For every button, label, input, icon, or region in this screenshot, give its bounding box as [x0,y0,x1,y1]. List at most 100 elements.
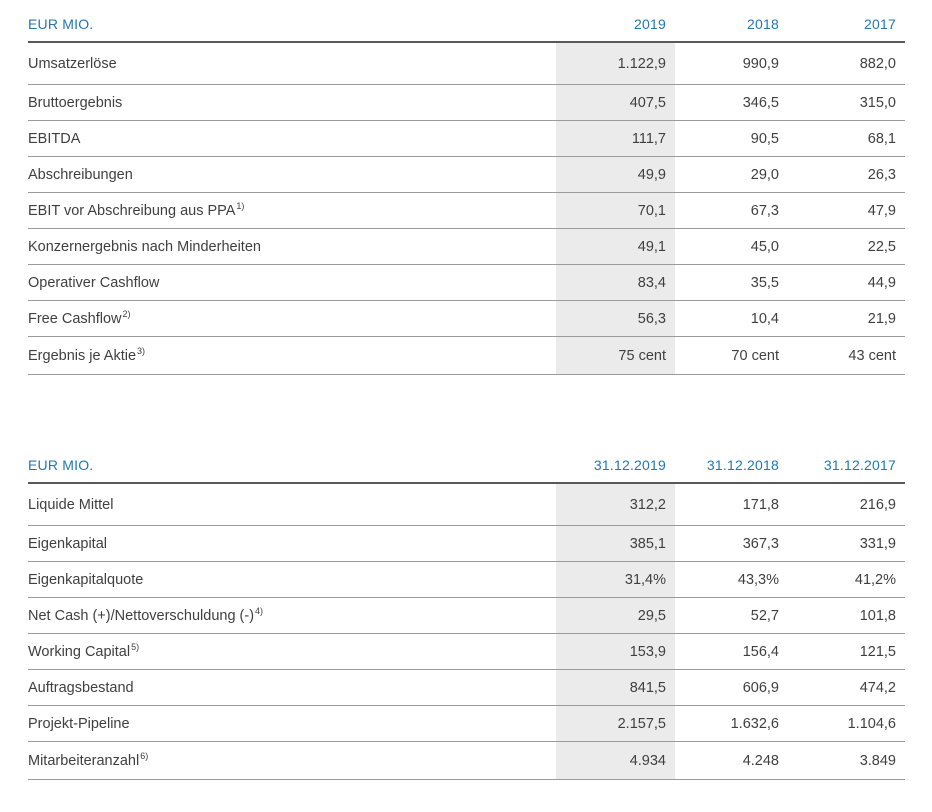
table-row: Free Cashflow 2) 56,3 10,4 21,9 [28,301,905,337]
cell-value-prior-period: 990,9 [742,55,779,72]
column-header-2018: 2018 [747,16,779,32]
column-header-2019: 2019 [634,16,666,32]
row-label: Abschreibungen [28,157,556,192]
cell-value-prior-period: 45,0 [750,238,779,255]
cell-value-prior-period: 1.632,6 [730,715,779,732]
cell-value-prior-period: 35,5 [750,274,779,291]
balance-sheet-table: EUR MIO. 31.12.2019 31.12.2018 31.12.201… [28,447,905,780]
cell-value-prior-period: 4.248 [742,752,779,769]
cell-value-prior-prior-period: 3.849 [859,752,896,769]
cell-value-current-period: 153,9 [556,634,675,669]
table-row: Ergebnis je Aktie 3) 75 cent 70 cent 43 c… [28,337,905,375]
table-header-row: EUR MIO. 31.12.2019 31.12.2018 31.12.201… [28,447,905,484]
row-label-text: Ergebnis je Aktie [28,347,137,364]
column-header-31-12-2017: 31.12.2017 [823,457,896,473]
cell-value-current-period: 70,1 [556,193,675,228]
table-row: Abschreibungen 49,9 29,0 26,3 [28,157,905,193]
cell-value-current-period: 56,3 [556,301,675,336]
table-row: Konzernergebnis nach Minderheiten 49,1 4… [28,229,905,265]
cell-value-prior-period: 10,4 [750,310,779,327]
table-body: Liquide Mittel 312,2 171,8 216,9 Eigenka… [28,484,905,780]
cell-value-prior-prior-period: 474,2 [859,679,896,696]
column-header-31-12-2019: 31.12.2019 [593,457,666,473]
cell-value-prior-prior-period: 101,8 [859,607,896,624]
row-label-text: Working Capital [28,643,131,660]
row-label: Net Cash (+)/Nettoverschuldung (-) 4) [28,606,264,624]
row-label-text: Abschreibungen [28,166,133,183]
cell-value-prior-period: 346,5 [742,94,779,111]
row-label-text: Free Cashflow [28,310,122,327]
unit-label: EUR MIO. [28,16,94,32]
row-label: Mitarbeiteranzahl 6) [28,751,149,769]
row-label-text: Umsatzerlöse [28,55,117,72]
cell-value-prior-prior-period: 331,9 [859,535,896,552]
table-row: EBIT vor Abschreibung aus PPA 1) 70,1 67,… [28,193,905,229]
table-header-row: EUR MIO. 2019 2018 2017 [28,6,905,43]
cell-value-prior-period: 29,0 [750,166,779,183]
row-label: EBIT vor Abschreibung aus PPA 1) [28,201,245,219]
table-row: Eigenkapitalquote 31,4% 43,3% 41,2% [28,562,905,598]
row-label: Konzernergebnis nach Minderheiten [28,229,556,264]
row-label: Eigenkapitalquote [28,562,556,597]
cell-value-prior-period: 70 cent [731,347,779,364]
row-label-text: Eigenkapitalquote [28,571,144,588]
row-label: Auftragsbestand [28,670,556,705]
cell-value-prior-prior-period: 44,9 [867,274,896,291]
cell-value-prior-prior-period: 121,5 [859,643,896,660]
cell-value-prior-prior-period: 43 cent [848,347,896,364]
row-label: Umsatzerlöse [28,43,556,84]
row-label-text: Auftragsbestand [28,679,134,696]
row-label: Working Capital 5) [28,642,140,660]
row-label: Free Cashflow 2) [28,309,131,327]
table-row: Working Capital 5) 153,9 156,4 121,5 [28,634,905,670]
cell-value-current-period: 49,1 [556,229,675,264]
row-label-text: Operativer Cashflow [28,274,160,291]
row-label-text: EBIT vor Abschreibung aus PPA [28,202,236,219]
cell-value-prior-period: 90,5 [750,130,779,147]
cell-value-prior-period: 67,3 [750,202,779,219]
table-row: Operativer Cashflow 83,4 35,5 44,9 [28,265,905,301]
table-row: EBITDA 111,7 90,5 68,1 [28,121,905,157]
table-row: Eigenkapital 385,1 367,3 331,9 [28,526,905,562]
cell-value-prior-period: 171,8 [742,496,779,513]
cell-value-prior-prior-period: 21,9 [867,310,896,327]
table-row: Projekt-Pipeline 2.157,5 1.632,6 1.104,6 [28,706,905,742]
unit-label: EUR MIO. [28,457,94,473]
cell-value-current-period: 111,7 [556,121,675,156]
cell-value-prior-period: 606,9 [742,679,779,696]
cell-value-current-period: 2.157,5 [556,706,675,741]
cell-value-current-period: 29,5 [556,598,675,633]
cell-value-prior-period: 367,3 [742,535,779,552]
cell-value-prior-prior-period: 315,0 [859,94,896,111]
row-label-text: Projekt-Pipeline [28,715,130,732]
cell-value-current-period: 31,4% [556,562,675,597]
cell-value-prior-prior-period: 22,5 [867,238,896,255]
cell-value-current-period: 4.934 [556,742,675,779]
cell-value-prior-period: 43,3% [737,571,779,588]
table-row: Mitarbeiteranzahl 6) 4.934 4.248 3.849 [28,742,905,780]
row-label: Ergebnis je Aktie 3) [28,346,146,364]
cell-value-current-period: 407,5 [556,85,675,120]
row-label: Liquide Mittel [28,484,556,525]
cell-value-prior-prior-period: 68,1 [867,130,896,147]
table-row: Bruttoergebnis 407,5 346,5 315,0 [28,85,905,121]
row-label: Bruttoergebnis [28,85,556,120]
table-row: Net Cash (+)/Nettoverschuldung (-) 4) 29,… [28,598,905,634]
cell-value-prior-prior-period: 882,0 [859,55,896,72]
cell-value-prior-prior-period: 26,3 [867,166,896,183]
cell-value-current-period: 1.122,9 [556,43,675,84]
row-label-text: Konzernergebnis nach Minderheiten [28,238,261,255]
table-row: Auftragsbestand 841,5 606,9 474,2 [28,670,905,706]
cell-value-current-period: 312,2 [556,484,675,525]
cell-value-current-period: 75 cent [556,337,675,374]
cell-value-current-period: 385,1 [556,526,675,561]
row-label-text: Liquide Mittel [28,496,114,513]
cell-value-prior-prior-period: 41,2% [854,571,896,588]
row-label: Eigenkapital [28,526,556,561]
cell-value-prior-period: 52,7 [750,607,779,624]
column-header-31-12-2018: 31.12.2018 [706,457,779,473]
row-label: Operativer Cashflow [28,265,556,300]
row-label: Projekt-Pipeline [28,706,556,741]
cell-value-prior-prior-period: 47,9 [867,202,896,219]
